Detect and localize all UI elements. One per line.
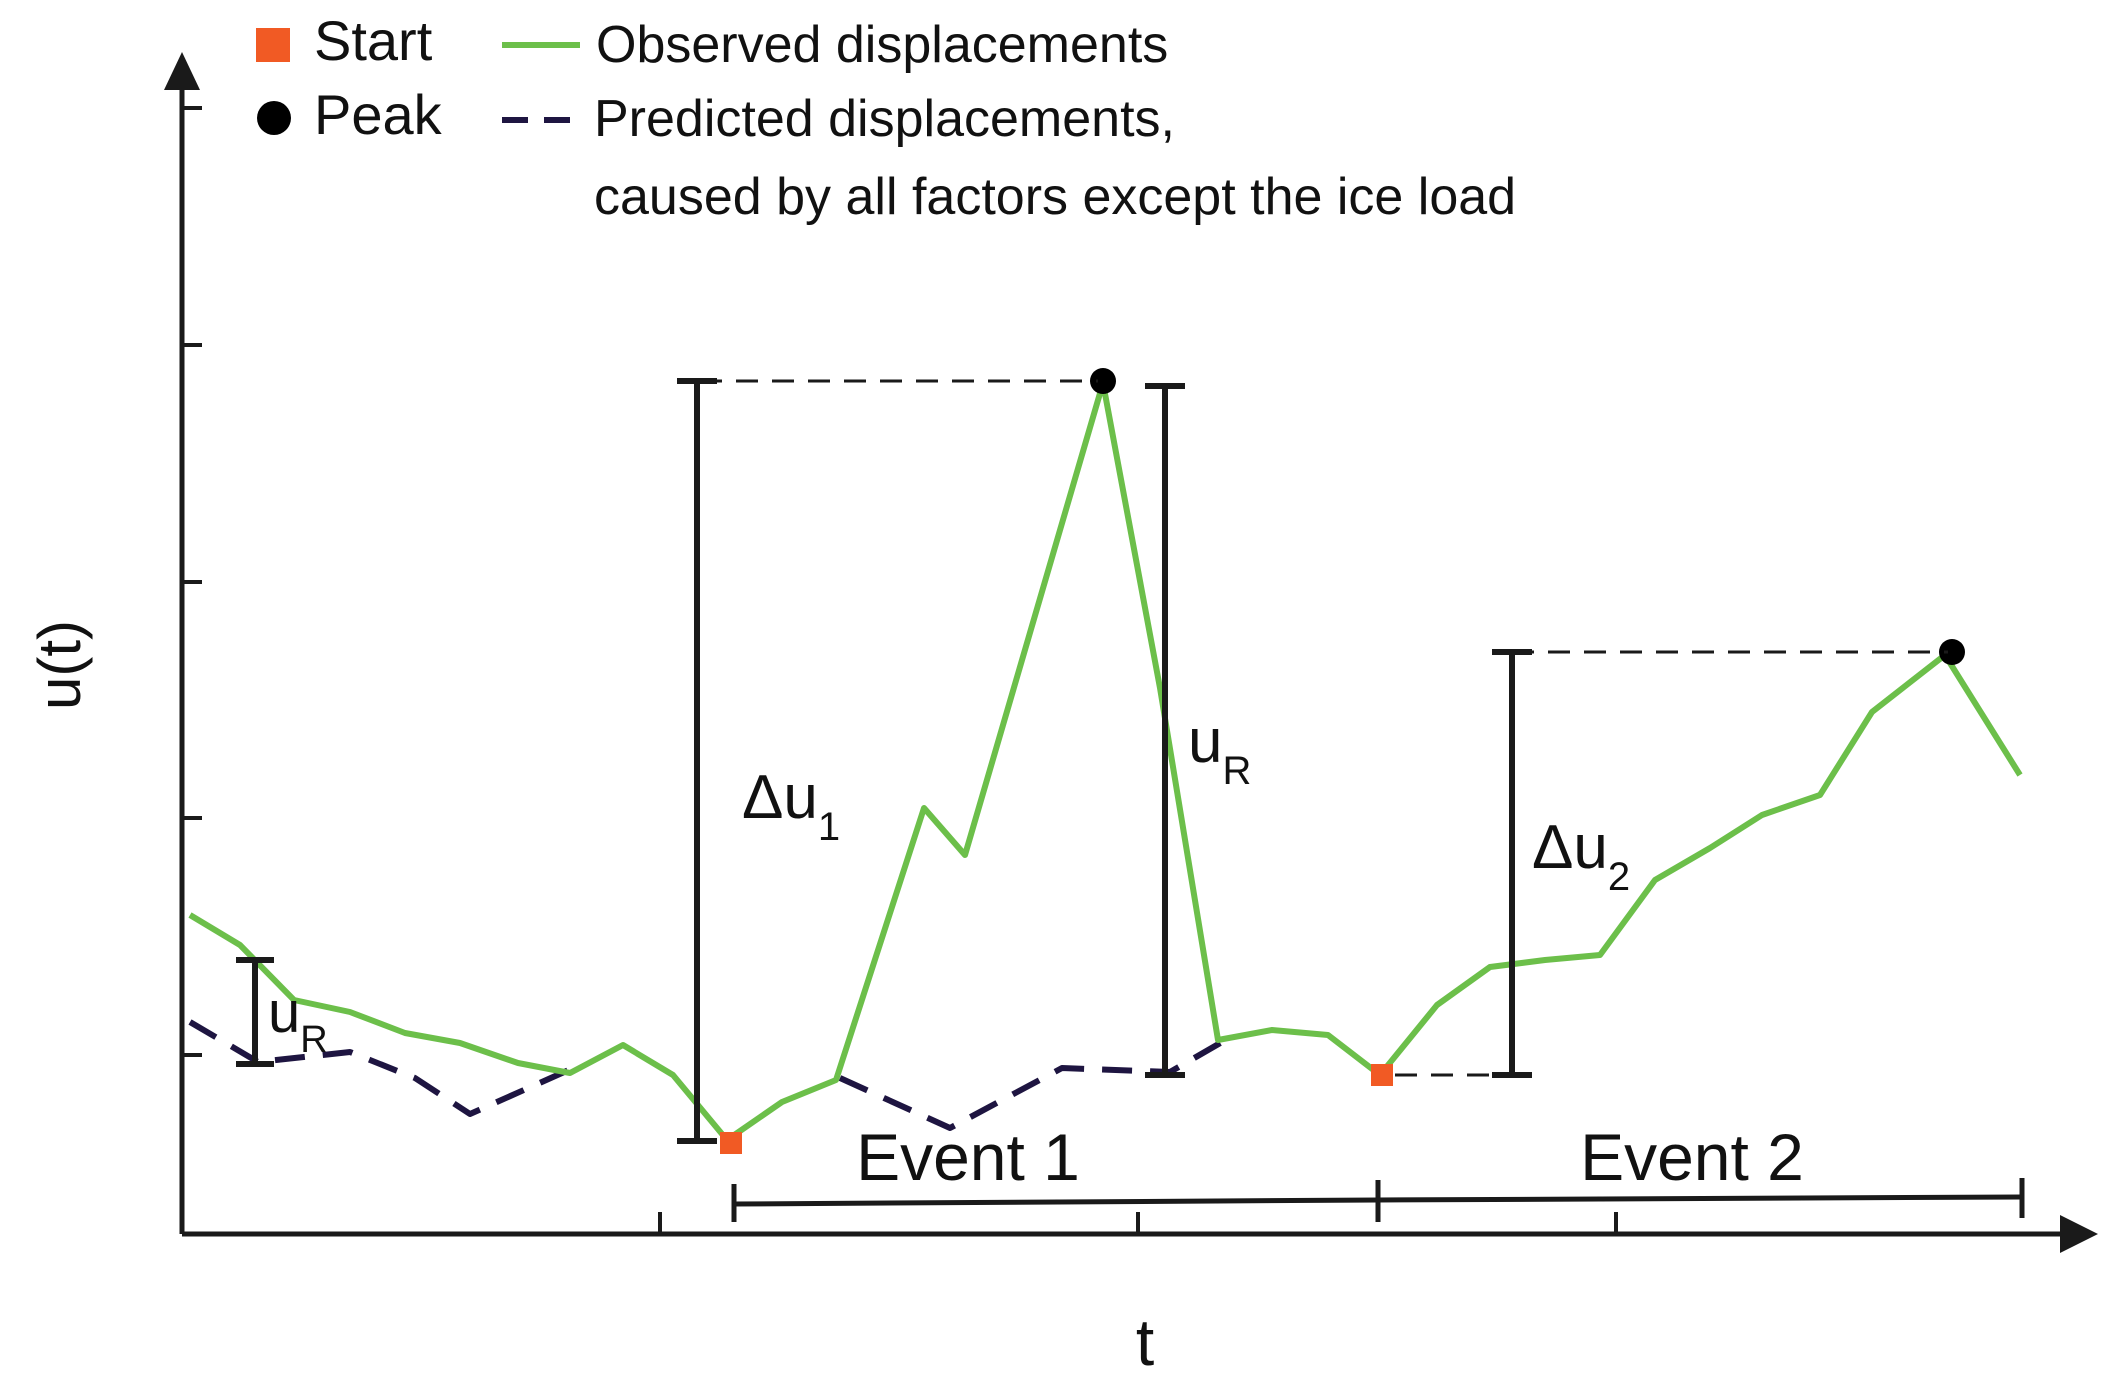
reference-dashed-lines — [700, 379, 1948, 1077]
event1-span-line — [733, 1197, 1379, 1207]
u-r-event1-bar — [1145, 383, 1185, 1078]
y-axis-arrow-icon — [164, 52, 200, 90]
peak-legend-marker-icon — [257, 101, 291, 135]
start-legend-marker-icon — [256, 28, 290, 62]
delta-u2-bar — [1492, 649, 1532, 1078]
peak-legend-label: Peak — [314, 83, 443, 146]
predicted-line-segment — [838, 1039, 1224, 1131]
u-r-left-bar — [236, 957, 274, 1067]
peak-marker-icon — [1090, 368, 1116, 394]
event2-span-line — [1377, 1194, 2023, 1203]
observed-series-line — [188, 380, 2023, 1143]
predicted-series — [188, 1019, 1224, 1131]
start-marker-icon — [720, 1132, 742, 1154]
delta-u1-label: Δu1 — [742, 763, 840, 849]
predicted-line-segment — [188, 1019, 582, 1117]
event-spans — [731, 1178, 2025, 1222]
delta-u1-bar — [677, 378, 717, 1144]
start-marker-icon — [1371, 1064, 1393, 1086]
observed-legend-label: Observed displacements — [596, 16, 1168, 74]
start-legend-label: Start — [314, 9, 433, 72]
x-ticks — [658, 1212, 1618, 1234]
legend: Start Peak Observed displacements Predic… — [256, 9, 1516, 226]
u-r-left-label: uR — [268, 980, 328, 1061]
x-axis-arrow-icon — [2060, 1215, 2098, 1253]
predicted-legend-label-line2: caused by all factors except the ice loa… — [594, 168, 1516, 226]
delta-u2-label: Δu2 — [1532, 813, 1630, 899]
u-r-event1-label: uR — [1188, 707, 1251, 793]
y-axis-label: u(t) — [26, 620, 93, 710]
event2-label: Event 2 — [1580, 1120, 1804, 1194]
annotation-labels: Δu1 uR Δu2 uR — [268, 707, 1630, 1061]
measurement-bars — [236, 378, 1532, 1144]
predicted-legend-label-line1: Predicted displacements, — [594, 90, 1175, 148]
axes: u(t) t — [26, 52, 2098, 1378]
y-ticks — [182, 106, 202, 1057]
peak-marker-icon — [1939, 639, 1965, 665]
x-axis-label: t — [1136, 1305, 1154, 1378]
event1-label: Event 1 — [856, 1120, 1080, 1194]
